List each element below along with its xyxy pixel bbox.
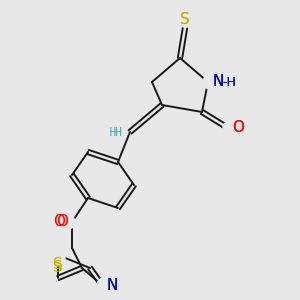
Text: N: N <box>212 74 224 89</box>
Text: O: O <box>53 214 65 230</box>
Text: -H: -H <box>222 76 236 88</box>
Text: O: O <box>232 121 244 136</box>
Text: S: S <box>180 13 190 28</box>
Circle shape <box>178 13 192 27</box>
Text: H: H <box>109 125 118 139</box>
Text: N: N <box>213 74 224 89</box>
Text: S: S <box>180 13 190 28</box>
Text: S: S <box>53 257 63 272</box>
Text: O: O <box>56 214 68 230</box>
Circle shape <box>51 251 65 265</box>
Circle shape <box>97 278 111 292</box>
Text: -H: -H <box>222 76 236 88</box>
Circle shape <box>203 75 217 89</box>
Text: H: H <box>112 125 122 139</box>
Circle shape <box>223 121 237 135</box>
Circle shape <box>61 215 75 229</box>
Text: N: N <box>106 278 117 292</box>
Text: N: N <box>106 278 117 292</box>
Text: S: S <box>53 260 63 275</box>
Text: O: O <box>232 121 244 136</box>
